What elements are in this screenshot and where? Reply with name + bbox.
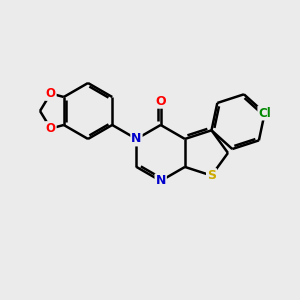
Text: N: N (131, 133, 142, 146)
Text: Cl: Cl (258, 106, 271, 119)
Text: O: O (155, 95, 166, 108)
Text: O: O (46, 122, 56, 135)
Text: S: S (207, 169, 216, 182)
Text: O: O (46, 87, 56, 100)
Text: N: N (155, 174, 166, 188)
